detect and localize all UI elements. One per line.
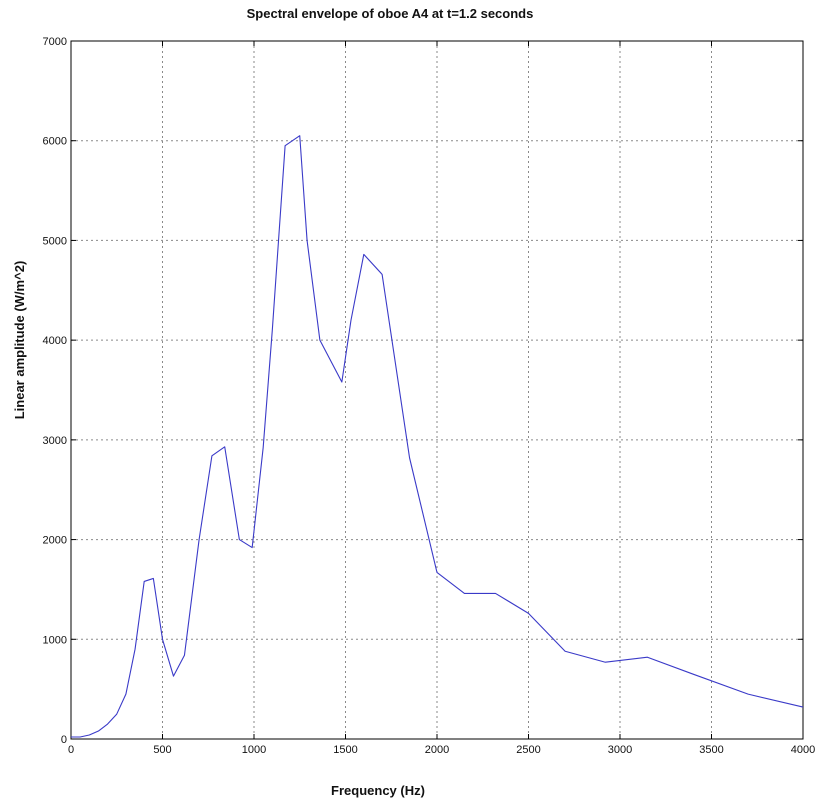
x-tick-label: 500 xyxy=(153,744,171,756)
y-tick-label: 5000 xyxy=(43,235,67,247)
x-tick-label: 3000 xyxy=(608,744,632,756)
chart-title: Spectral envelope of oboe A4 at t=1.2 se… xyxy=(247,6,534,21)
x-tick-label: 0 xyxy=(68,744,74,756)
x-tick-label: 2500 xyxy=(516,744,540,756)
x-tick-label: 4000 xyxy=(791,744,815,756)
y-tick-label: 0 xyxy=(61,734,67,746)
plot-area-frame xyxy=(70,40,804,740)
x-tick-label: 1000 xyxy=(242,744,266,756)
spectral-envelope-line xyxy=(71,135,804,738)
y-tick-label: 3000 xyxy=(43,435,67,447)
grid-lines xyxy=(71,41,803,739)
y-tick-label: 6000 xyxy=(43,136,67,148)
x-tick-label: 2000 xyxy=(425,744,449,756)
y-tick-label: 4000 xyxy=(43,335,67,347)
x-tick-label: 1500 xyxy=(333,744,357,756)
y-tick-label: 1000 xyxy=(43,634,67,646)
y-axis: 0 1000 2000 3000 4000 5000 6000 7000 xyxy=(43,36,803,746)
x-tick-label: 3500 xyxy=(699,744,723,756)
y-axis-label: Linear amplitude (W/m^2) xyxy=(12,261,27,420)
y-tick-label: 2000 xyxy=(43,535,67,547)
x-axis-label: Frequency (Hz) xyxy=(331,783,425,798)
y-tick-label: 7000 xyxy=(43,36,67,48)
x-axis: 0 500 1000 1500 2000 2500 3000 3500 4000 xyxy=(68,41,815,756)
series-group xyxy=(71,135,804,738)
